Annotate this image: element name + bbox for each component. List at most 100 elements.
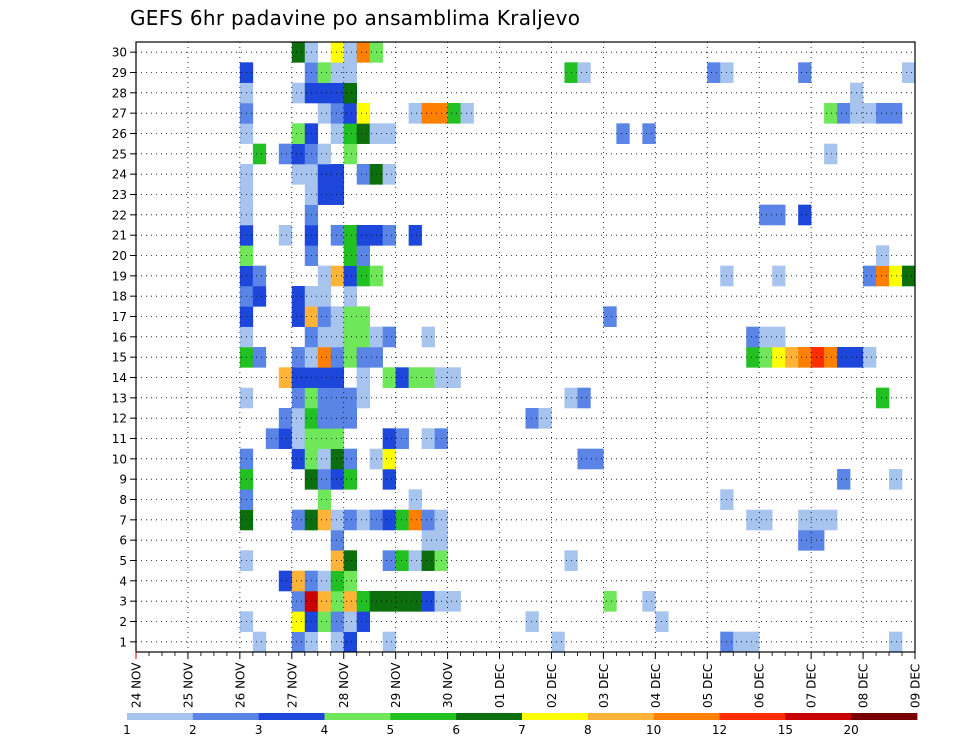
- heatmap-cell: [408, 225, 422, 246]
- heatmap-cell: [395, 550, 409, 571]
- heatmap-cell: [317, 62, 332, 83]
- heatmap-cell: [707, 62, 721, 83]
- heatmap-cell: [447, 591, 461, 612]
- heatmap-cell: [343, 42, 358, 63]
- y-tick-label: 26: [112, 127, 127, 141]
- x-tick-label: 05 DEC: [701, 664, 715, 708]
- heatmap-cell: [590, 448, 604, 470]
- y-tick-label: 24: [112, 168, 127, 182]
- heatmap-cell: [798, 509, 812, 531]
- heatmap-cell: [902, 265, 916, 287]
- heatmap-cell: [889, 469, 903, 490]
- heatmap-cell: [343, 469, 358, 490]
- x-tick-label: 26 NOV: [233, 662, 247, 708]
- legend-label: 8: [584, 723, 592, 737]
- heatmap-cell: [330, 225, 345, 246]
- heatmap-cell: [330, 103, 345, 124]
- legend-label: 7: [518, 723, 526, 737]
- heatmap-cell: [343, 509, 358, 531]
- heatmap-cell: [291, 509, 306, 531]
- heatmap-cell: [343, 225, 358, 246]
- heatmap-cell: [343, 387, 358, 409]
- heatmap-cell: [421, 550, 435, 571]
- heatmap-cell: [343, 550, 358, 571]
- x-tick-label: 06 DEC: [753, 664, 767, 708]
- y-tick-label: 25: [112, 147, 127, 161]
- heatmap-cell: [824, 347, 838, 368]
- y-tick-label: 22: [112, 208, 127, 222]
- heatmap-cell: [876, 387, 890, 409]
- heatmap-cell: [343, 591, 358, 612]
- y-tick-label: 15: [112, 351, 127, 365]
- legend-label: 4: [321, 723, 329, 737]
- axes: 1234567891011121314151617181920212223242…: [112, 41, 923, 708]
- heatmap-cell: [330, 123, 345, 144]
- legend-swatch: [719, 713, 786, 720]
- x-tick-label: 09 DEC: [909, 664, 923, 708]
- heatmap-cell: [291, 306, 306, 327]
- heatmap-cell: [798, 204, 812, 226]
- heatmap-cell: [421, 591, 435, 612]
- heatmap-cell: [330, 42, 345, 63]
- x-tick-label: 24 NOV: [130, 662, 144, 708]
- heatmap-cell: [772, 265, 786, 287]
- heatmap-cell: [343, 347, 358, 368]
- heatmap-cell: [291, 367, 306, 388]
- heatmap-cell: [356, 611, 370, 632]
- heatmap-cell: [317, 611, 332, 632]
- heatmap-cell: [382, 631, 396, 653]
- heatmap-cell: [356, 387, 370, 409]
- heatmap-cell: [330, 428, 345, 449]
- y-tick-label: 14: [112, 371, 127, 385]
- heatmap-cell: [330, 550, 345, 571]
- heatmap-cell: [317, 265, 332, 287]
- heatmap-cell: [382, 164, 396, 185]
- heatmap-cell: [421, 509, 435, 531]
- heatmap-cell: [356, 306, 370, 327]
- heatmap-cell: [252, 143, 267, 165]
- heatmap-cell: [382, 225, 396, 246]
- heatmap-cell: [291, 611, 306, 632]
- heatmap-cell: [278, 428, 293, 449]
- heatmap-cell: [642, 591, 656, 612]
- heatmap-cell: [382, 550, 396, 571]
- legend-swatch: [258, 713, 325, 720]
- heatmap-cell: [343, 570, 358, 592]
- heatmap-cell: [382, 469, 396, 490]
- heatmap-cell: [577, 387, 591, 409]
- heatmap-cell: [902, 62, 916, 83]
- heatmap-cell: [291, 82, 306, 104]
- heatmap-cell: [356, 103, 370, 124]
- heatmap-cell: [317, 489, 332, 510]
- heatmap-cell: [525, 408, 539, 429]
- heatmap-cell: [356, 123, 370, 144]
- legend-swatch: [587, 713, 655, 720]
- heatmap-cell: [356, 347, 370, 368]
- heatmap-cell: [343, 82, 358, 104]
- legend-swatch: [851, 713, 918, 720]
- heatmap-cell: [759, 347, 773, 368]
- heatmap-cell: [798, 347, 812, 368]
- heatmap-cell: [343, 123, 358, 144]
- heatmap-cell: [356, 591, 370, 612]
- legend-swatch: [522, 713, 589, 720]
- heatmap-cell: [356, 42, 370, 63]
- heatmap-cell: [278, 367, 293, 388]
- heatmap-cell: [876, 103, 890, 124]
- heatmap-cell: [330, 306, 345, 327]
- heatmap-cell: [317, 448, 332, 470]
- heatmap-cell: [356, 367, 370, 388]
- legend-label: 2: [189, 723, 197, 737]
- y-tick-label: 18: [112, 290, 127, 304]
- legend-label: 10: [646, 723, 661, 737]
- heatmap-cell: [759, 326, 773, 348]
- heatmap-cell: [330, 570, 345, 592]
- heatmap-cell: [772, 347, 786, 368]
- heatmap-cell: [330, 631, 345, 653]
- heatmap-cell: [746, 347, 760, 368]
- heatmap-cell: [382, 428, 396, 449]
- x-tick-label: 29 NOV: [389, 662, 403, 708]
- legend-swatch: [324, 713, 391, 720]
- heatmap-cell: [330, 509, 345, 531]
- heatmap-cell: [330, 408, 345, 429]
